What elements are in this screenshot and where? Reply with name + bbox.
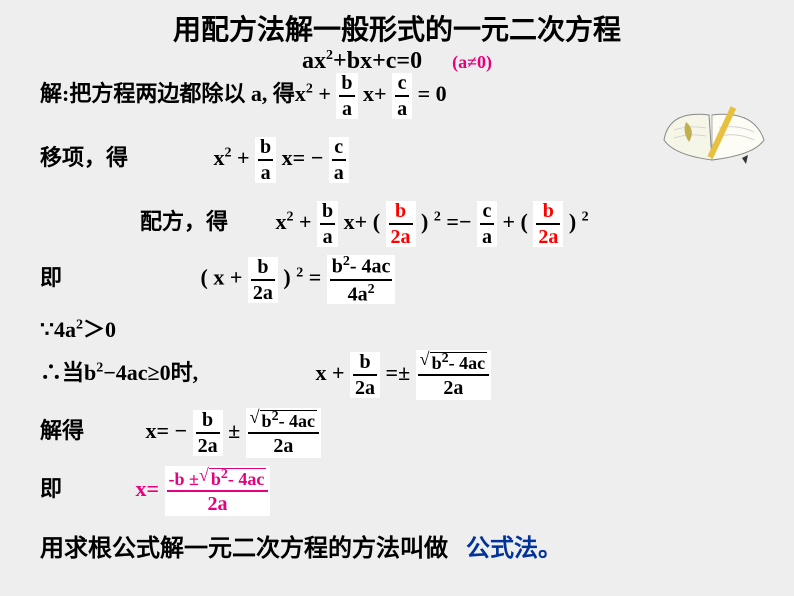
step-because: ∵4a2＞0 <box>40 312 754 344</box>
text: 解:把方程两边都除以 <box>40 81 245 106</box>
frac-b-a: ba <box>317 201 338 247</box>
text: = <box>309 265 327 290</box>
text: + <box>313 81 337 106</box>
text: x= − <box>146 418 193 443</box>
text: ∵4a <box>40 317 76 342</box>
text: ) <box>569 209 582 234</box>
text: ( x + <box>201 265 248 290</box>
text: a, 得x <box>245 81 306 106</box>
frac-b-a: ba <box>336 73 357 119</box>
text: x <box>276 209 287 234</box>
text: ∴当b <box>40 360 96 385</box>
step-therefore: ∴当b2−4ac≥0时, x + b2a =± √b2- 4ac 2a <box>40 350 754 400</box>
frac-b-2a-red: b2a <box>533 201 563 247</box>
text: ) <box>421 209 434 234</box>
x-equals: x= <box>136 476 165 501</box>
step-divide: 解:把方程两边都除以 a, 得x2 + ba x+ ca = 0 <box>40 73 754 119</box>
step-complete-square: 配方，得 x2 + ba x+ ( b2a ) 2 =− ca + ( b2a … <box>40 201 754 247</box>
condition: (a≠0) <box>452 52 492 72</box>
text: ) <box>283 265 296 290</box>
text: =− <box>446 209 477 234</box>
frac-c-a: ca <box>477 201 497 247</box>
frac-sqrt: √b2- 4ac 2a <box>416 350 491 400</box>
text: x+ ( <box>344 209 386 234</box>
frac-c-a: ca <box>392 73 412 119</box>
step-final: 即 x= -b ±√b2- 4ac 2a <box>40 466 754 516</box>
label: 移项，得 <box>40 140 208 172</box>
eq-part: ax <box>302 48 326 74</box>
text: ＞0 <box>83 317 116 342</box>
frac-c-a: ca <box>329 137 349 183</box>
text: =± <box>386 360 416 385</box>
eq-part: +bx+c=0 <box>333 48 422 74</box>
page-title: 用配方法解一般形式的一元二次方程 <box>0 0 794 48</box>
text: + <box>294 209 318 234</box>
text: x+ <box>363 81 392 106</box>
equation-subtitle: ax2+bx+c=0 (a≠0) <box>0 48 794 75</box>
quadratic-formula: -b ±√b2- 4ac 2a <box>165 466 271 516</box>
text: + ( <box>502 209 533 234</box>
text: −4ac≥0时, <box>103 360 198 385</box>
label: 即 <box>40 260 195 292</box>
frac-sqrt: √b2- 4ac 2a <box>246 408 321 458</box>
frac-disc: b2- 4ac4a2 <box>327 255 396 304</box>
frac-b-a: ba <box>255 137 276 183</box>
notebook-icon <box>654 90 774 190</box>
method-name: 公式法。 <box>466 536 562 562</box>
text: x= − <box>282 145 329 170</box>
step-result1: 即 ( x + b2a ) 2 = b2- 4ac4a2 <box>40 255 754 304</box>
frac-b-2a: b2a <box>193 410 223 456</box>
text: ± <box>228 418 246 443</box>
frac-b-2a: b2a <box>350 352 380 398</box>
frac-b-2a-red: b2a <box>386 201 416 247</box>
step-move: 移项，得 x2 + ba x= − ca <box>40 137 754 183</box>
text: 用求根公式解一元二次方程的方法叫做 <box>40 536 448 562</box>
frac-b-2a: b2a <box>248 257 278 303</box>
text: x + <box>316 360 351 385</box>
step-solve: 解得 x= − b2a ± √b2- 4ac 2a <box>40 408 754 458</box>
text: = 0 <box>418 81 447 106</box>
label: 解得 <box>40 413 140 445</box>
conclusion: 用求根公式解一元二次方程的方法叫做 公式法。 <box>40 528 754 563</box>
label: 配方，得 <box>140 204 270 236</box>
text: x <box>214 145 225 170</box>
label: 即 <box>40 471 130 503</box>
text: + <box>232 145 256 170</box>
